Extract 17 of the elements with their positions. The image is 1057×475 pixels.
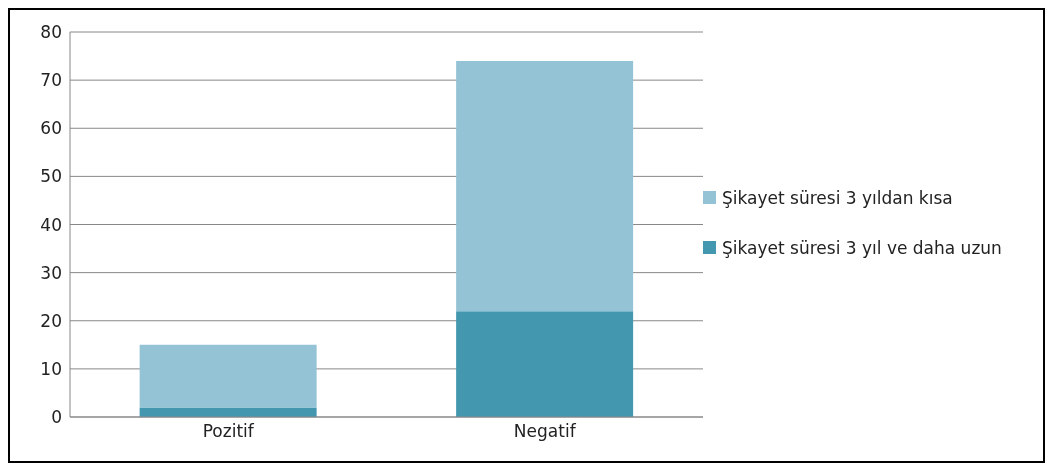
- y-tick-label: 40: [40, 214, 62, 235]
- legend-label: Şikayet süresi 3 yıldan kısa: [722, 186, 954, 210]
- bar: [139, 407, 317, 417]
- bar: [456, 311, 634, 417]
- y-tick-label: 70: [40, 70, 62, 91]
- x-tick-label: Pozitif: [202, 421, 255, 442]
- y-tick-label: 20: [40, 310, 62, 331]
- y-tick-label: 50: [40, 166, 62, 187]
- x-tick-label: Negatif: [513, 421, 577, 442]
- bar: [456, 60, 634, 312]
- y-tick-label: 10: [40, 358, 62, 379]
- y-tick-label: 60: [40, 118, 62, 139]
- y-tick-label: 30: [40, 262, 62, 283]
- y-tick-label: 0: [51, 407, 62, 428]
- bar: [139, 344, 317, 408]
- y-tick-label: 80: [40, 22, 62, 43]
- legend-label: Şikayet süresi 3 yıl ve daha uzun: [722, 236, 1003, 260]
